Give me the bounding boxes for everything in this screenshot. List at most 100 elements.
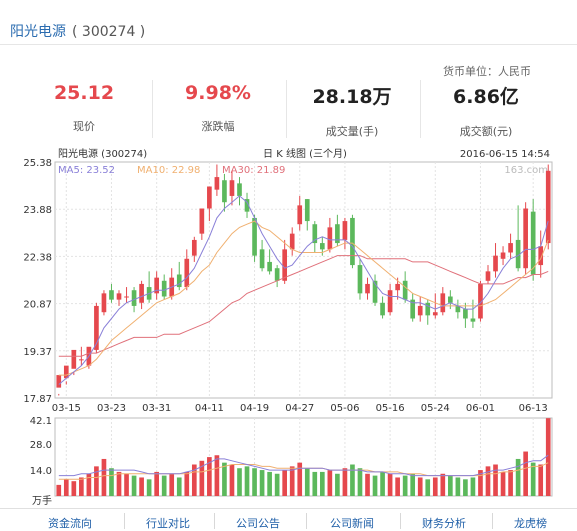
ma5-line [58,195,549,385]
date-tick-label: 06-13 [519,403,548,414]
kline-chart-svg[interactable]: 阳光电源 (300274) 日 K 线图 (三个月) 2016-06-15 14… [0,146,577,508]
date-tick-label: 05-24 [421,403,450,414]
candle-body [500,252,506,259]
stock-header: 阳光电源 ( 300274 ) [0,0,577,45]
bottom-tabs: 资金流向 行业对比 公司公告 公司新闻 财务分析 龙虎榜 [0,508,577,531]
moving-averages [58,195,549,385]
tab-separator [124,513,125,529]
candle-body [101,293,107,313]
volume-bar [327,470,333,496]
tab-separator [492,513,493,529]
candle-body [222,180,227,203]
candle-body [327,227,333,250]
candle-body [297,205,303,225]
candle-body [478,283,483,319]
volume-bar [207,457,212,496]
volume-bar [252,468,257,496]
chart-frame [54,161,553,497]
stock-title[interactable]: 阳光电源 ( 300274 ) [10,21,145,41]
volume-bar [372,475,378,496]
volume-bar [116,471,122,496]
volume-bar [523,451,528,496]
candle-body [319,243,325,250]
volume-bar [304,468,310,496]
price-tick-label: 20.87 [23,300,52,311]
candle-body [448,296,453,303]
candle-body [530,211,536,275]
candle-body [79,359,84,361]
volume-tick-label: 万手 [32,494,52,507]
candle-body [56,375,62,388]
volume-bar [357,468,363,496]
price-label: 现价 [73,120,95,133]
candle-body [237,183,242,196]
vol_ma1-line [58,454,549,477]
turnover-label: 成交额(元) [459,125,513,138]
candle-body [342,221,348,240]
volume-bar [470,477,476,496]
candle-body [207,186,212,209]
chart-timestamp: 2016-06-15 14:54 [460,149,550,160]
volume-bar [319,471,325,496]
candle-body [425,302,431,316]
volume-bar [387,473,393,496]
tab-fund-flow[interactable]: 资金流向 [48,517,92,530]
volume-bar [500,471,506,496]
candle-body [154,277,159,294]
volume-bar [417,477,423,496]
volume-bar [402,475,408,496]
tab-separator [400,513,401,529]
candle-body [515,239,521,269]
candle-body [244,199,250,212]
currency-unit: 货币单位：人民币 [443,65,531,78]
quote-stats: 25.12 现价 9.98% 涨跌幅 28.18万 成交量(手) 6.86亿 成… [0,78,577,144]
volume-bar [448,475,453,496]
volume-bar [432,477,438,496]
candle-body [493,255,498,272]
price-value: 25.12 [53,82,115,104]
candle-body [289,233,295,250]
volume-bar [101,458,107,496]
tab-industry-compare[interactable]: 行业对比 [146,517,190,530]
price-panel [54,161,553,399]
tab-financial-analysis[interactable]: 财务分析 [422,517,466,530]
volume-bar [410,473,416,496]
volume-bar [71,481,77,496]
volume-bar [176,477,182,496]
tab-announcements[interactable]: 公司公告 [236,517,280,530]
tab-dragon-tiger[interactable]: 龙虎榜 [514,517,547,530]
candle-body [63,365,69,379]
candle-body [545,170,551,244]
stat-turnover: 6.86亿 成交额(元) [418,78,554,139]
volume-bar [365,473,370,496]
kline-chart[interactable]: 阳光电源 (300274) 日 K 线图 (三个月) 2016-06-15 14… [0,146,577,508]
volume-bar [267,471,272,496]
candle-body [161,280,167,297]
volume-bar [191,464,197,496]
volume-bar [63,479,69,496]
candle-body [199,208,205,234]
chart-stock-label: 阳光电源 (300274) [58,147,147,160]
date-tick-label: 03-31 [142,403,171,414]
volume-bar [109,468,114,496]
volume-label: 成交量(手) [325,125,379,138]
volume-bar [342,468,348,496]
candle-body [508,243,513,253]
volume-bar [222,462,227,496]
tab-company-news[interactable]: 公司新闻 [330,517,374,530]
candle-body [124,296,129,298]
volume-bar [154,471,159,496]
ma5-label: MA5: 23.52 [58,165,115,176]
chart-period-label: 日 K 线图 (三个月) [263,147,347,160]
volume-bar [184,471,190,496]
stat-divider [152,80,153,138]
candle-body [176,274,182,288]
stock-name[interactable]: 阳光电源 [10,24,66,40]
stat-price: 25.12 现价 [16,78,152,134]
volume-bar [463,479,468,496]
candle-body [109,290,114,300]
watermark-label: 163.com [504,165,548,176]
volume-bar [94,466,99,496]
change-label: 涨跌幅 [201,120,235,133]
price-tick-label: 22.38 [23,252,52,263]
